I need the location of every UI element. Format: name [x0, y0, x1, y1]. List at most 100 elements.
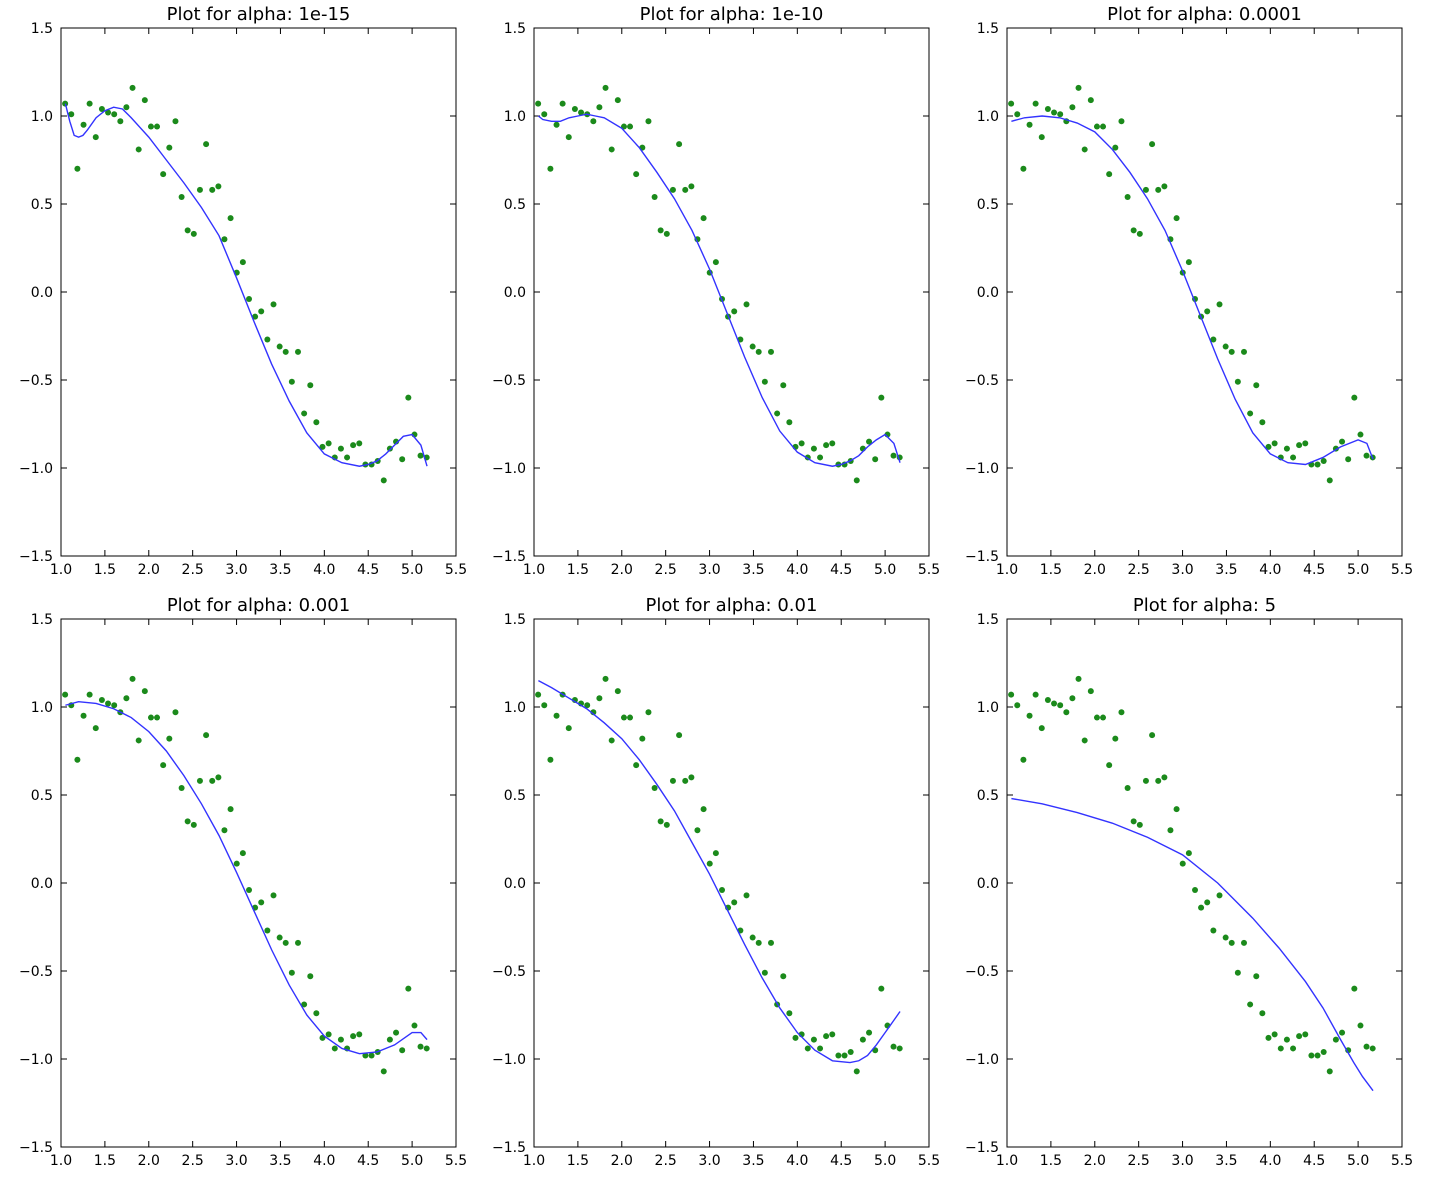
- data-point: [166, 144, 173, 151]
- x-tick-label: 4.0: [313, 1153, 335, 1169]
- data-point: [645, 118, 652, 125]
- y-tick-label: −0.5: [19, 964, 53, 980]
- y-tick-label: −1.0: [492, 461, 526, 477]
- x-tick-label: 1.5: [567, 1153, 589, 1169]
- data-point: [1247, 1001, 1254, 1008]
- data-point: [571, 105, 578, 112]
- x-tick-label: 3.0: [698, 1153, 720, 1169]
- data-point: [663, 821, 670, 828]
- data-point: [669, 777, 676, 784]
- data-point: [386, 445, 393, 452]
- y-tick-label: 0.0: [31, 876, 53, 892]
- data-point: [1081, 737, 1088, 744]
- y-tick-label: 0.0: [504, 876, 526, 892]
- data-point: [98, 105, 105, 112]
- x-tick-label: 4.5: [1303, 1153, 1325, 1169]
- data-point: [264, 927, 271, 934]
- y-tick-label: 1.0: [31, 700, 53, 716]
- data-point: [331, 1045, 338, 1052]
- plot-frame: [1006, 27, 1403, 557]
- data-point: [1339, 1029, 1346, 1036]
- data-point: [663, 230, 670, 237]
- plot-frame: [60, 27, 457, 557]
- x-tick-label: 3.5: [269, 1153, 291, 1169]
- data-point: [1271, 1031, 1278, 1038]
- y-tick-label: −0.5: [965, 373, 999, 389]
- data-point: [1253, 382, 1260, 389]
- y-tick-label: −1.5: [19, 549, 53, 565]
- x-tick-label: 2.5: [655, 1153, 677, 1169]
- data-point: [1265, 1034, 1272, 1041]
- data-point: [368, 1052, 375, 1059]
- subplot-3: Plot for alpha: 0.0001 1.0 1.5 2.0 2.5 3.0 3.5…: [965, 4, 1413, 578]
- data-point: [547, 165, 554, 172]
- data-point: [786, 419, 793, 426]
- data-point: [1093, 714, 1100, 721]
- data-point: [755, 939, 762, 946]
- data-point: [1032, 100, 1039, 107]
- x-tick-label: 4.0: [1259, 562, 1281, 578]
- data-point: [196, 777, 203, 784]
- data-point: [356, 440, 363, 447]
- data-point: [712, 259, 719, 266]
- data-point: [62, 100, 69, 107]
- data-point: [780, 973, 787, 980]
- data-point: [1179, 860, 1186, 867]
- data-point: [608, 146, 615, 153]
- data-point: [386, 1036, 393, 1043]
- data-point: [866, 1029, 873, 1036]
- data-point: [380, 1068, 387, 1075]
- data-point: [227, 806, 234, 813]
- y-tick-label: 1.5: [504, 612, 526, 628]
- y-tick-label: 0.0: [977, 285, 999, 301]
- y-tick-label: 1.5: [977, 612, 999, 628]
- data-point: [178, 193, 185, 200]
- data-point: [1014, 702, 1021, 709]
- x-tick-label: 4.0: [313, 562, 335, 578]
- data-point: [1014, 111, 1021, 118]
- data-point: [614, 97, 621, 104]
- subplot-6: Plot for alpha: 5 1.0 1.5 2.0 2.5 3.0 3.5 4.0 4.…: [965, 595, 1413, 1169]
- data-point: [154, 123, 161, 130]
- y-tick-label: −1.0: [492, 1052, 526, 1068]
- data-point: [706, 860, 713, 867]
- plot-title: Plot for alpha: 0.001: [167, 595, 350, 616]
- data-point: [1026, 712, 1033, 719]
- data-point: [768, 939, 774, 946]
- data-point: [541, 702, 548, 709]
- data-point: [1253, 973, 1260, 980]
- data-point: [258, 308, 265, 315]
- x-tick-label: 3.0: [225, 1153, 247, 1169]
- data-point: [1222, 934, 1229, 941]
- data-point: [172, 118, 179, 125]
- y-tick-label: −1.0: [19, 461, 53, 477]
- data-point: [252, 313, 259, 320]
- x-tick-label: 4.5: [1303, 562, 1325, 578]
- y-tick-label: −1.0: [19, 1052, 53, 1068]
- x-tick-label: 2.0: [611, 1153, 633, 1169]
- x-tick-label: 2.5: [182, 1153, 204, 1169]
- data-point: [1216, 892, 1223, 899]
- data-point: [688, 774, 695, 781]
- data-point: [743, 892, 750, 899]
- data-point: [380, 477, 387, 484]
- data-point: [633, 762, 640, 769]
- y-tick-label: 0.5: [504, 197, 526, 213]
- data-point: [749, 343, 756, 350]
- data-point: [1087, 97, 1094, 104]
- data-point: [1106, 762, 1113, 769]
- data-point: [866, 438, 873, 445]
- plot-frame: [1006, 618, 1403, 1148]
- data-point: [829, 440, 836, 447]
- data-point: [196, 186, 203, 193]
- data-point: [129, 84, 136, 91]
- data-point: [1100, 123, 1107, 130]
- data-point: [792, 1034, 799, 1041]
- data-point: [203, 732, 210, 739]
- data-point: [166, 735, 173, 742]
- data-point: [209, 186, 216, 193]
- data-point: [804, 1045, 811, 1052]
- x-tick-label: 2.5: [182, 562, 204, 578]
- data-point: [215, 774, 222, 781]
- y-tick-label: 1.5: [31, 612, 53, 628]
